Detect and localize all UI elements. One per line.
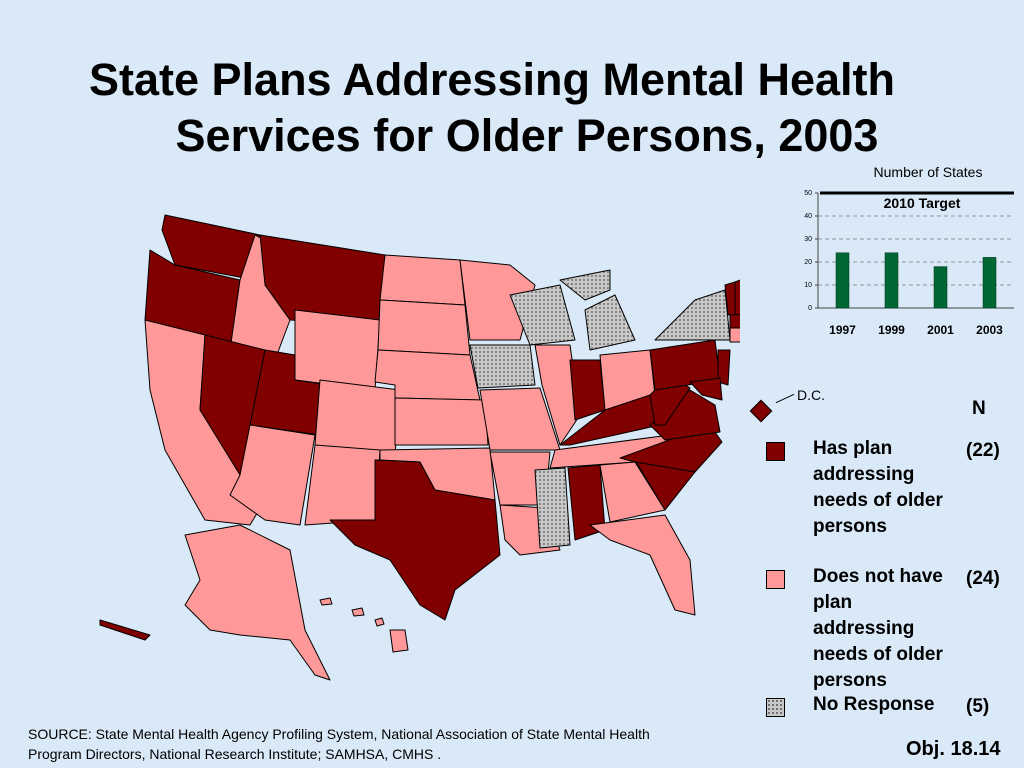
state-wyoming	[294, 309, 381, 391]
state-massachusetts	[729, 313, 740, 329]
chart-ylabel: Number of States	[874, 164, 983, 180]
chart-ytick-label: 30	[804, 236, 812, 243]
dc-leader-line	[775, 393, 795, 404]
state-new-hampshire	[734, 279, 740, 316]
chart-bar	[835, 252, 850, 309]
title-line-1: State Plans Addressing Mental Health	[88, 54, 896, 105]
chart-xtick-label: 1999	[878, 323, 905, 337]
page-title: State Plans Addressing Mental Health Ser…	[0, 52, 1024, 164]
chart-xtick-label: 2003	[976, 323, 1003, 337]
chart-xtick-label: 2001	[927, 323, 954, 337]
state-mississippi	[534, 467, 571, 549]
state-washington	[161, 214, 261, 281]
state-wisconsin	[509, 284, 576, 346]
chart-bar	[933, 266, 948, 309]
alaska-aleutians	[99, 619, 151, 641]
legend-n-no-response: (5)	[966, 696, 990, 717]
chart-ytick-label: 10	[804, 282, 812, 289]
state-indiana	[569, 359, 606, 421]
chart-bar	[884, 252, 899, 309]
state-new-mexico	[304, 444, 381, 526]
state-iowa	[469, 344, 536, 389]
legend-label-no-response: No Response	[813, 694, 935, 715]
state-texas	[329, 459, 501, 621]
bar-chart: Number of States 0 10 20 30 40 50 2010 Target 1…	[804, 164, 1014, 337]
state-hawaii	[319, 597, 409, 653]
chart-ytick-label: 20	[804, 259, 812, 266]
legend-swatch-no-plan	[766, 570, 785, 589]
objective-label: Obj. 18.14	[906, 738, 1001, 760]
legend-swatch-has-plan	[766, 442, 785, 461]
source-note: SOURCE: State Mental Health Agency Profi…	[28, 726, 650, 762]
state-colorado	[314, 379, 401, 456]
state-michigan	[559, 269, 636, 351]
chart-ytick-label: 50	[804, 190, 812, 197]
chart-ytick-label: 40	[804, 213, 812, 220]
state-florida	[589, 514, 696, 616]
dc-label: D.C.	[797, 387, 825, 403]
chart-ytick-label: 0	[808, 305, 812, 312]
legend-label-has-plan: Has plan addressing needs of older perso…	[813, 438, 943, 537]
chart-target-label: 2010 Target	[884, 195, 961, 211]
legend-n-header: N	[972, 398, 986, 419]
state-new-york	[654, 289, 731, 341]
state-south-dakota	[377, 299, 471, 356]
chart-bar	[982, 257, 997, 309]
state-arizona	[229, 424, 316, 526]
legend-label-no-plan: Does not have plan addressing needs of o…	[813, 566, 943, 691]
us-map	[99, 214, 740, 681]
state-alaska	[184, 524, 331, 681]
title-line-2: Services for Older Persons, 2003	[175, 110, 879, 161]
chart-xtick-label: 1997	[829, 323, 856, 337]
state-illinois	[534, 344, 581, 446]
state-maryland	[689, 377, 723, 401]
state-new-jersey	[717, 349, 731, 386]
state-kansas	[394, 397, 489, 446]
state-north-dakota	[379, 254, 466, 306]
dc-diamond-marker	[749, 399, 773, 423]
legend-n-has-plan: (22)	[966, 440, 1000, 461]
legend-swatch-no-response	[766, 698, 785, 717]
legend-n-no-plan: (24)	[966, 568, 1000, 589]
state-connecticut	[729, 327, 740, 343]
